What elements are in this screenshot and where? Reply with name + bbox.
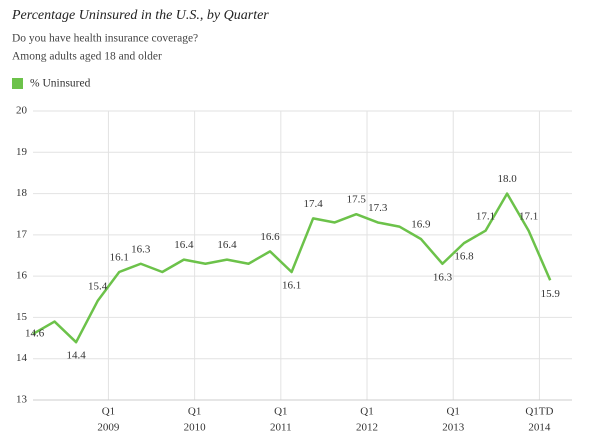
- data-label: 16.4: [217, 239, 237, 251]
- x-tick-label: 2010: [184, 422, 207, 434]
- y-tick-label: 19: [16, 146, 28, 158]
- data-label: 17.4: [304, 198, 324, 210]
- y-tick-label: 14: [16, 352, 28, 364]
- x-tick-label: Q1TD: [525, 406, 553, 418]
- data-label: 16.3: [433, 271, 453, 283]
- x-tick-label: 2013: [442, 422, 465, 434]
- x-tick-label: Q1: [102, 406, 115, 418]
- x-tick-label: Q1: [274, 406, 287, 418]
- y-tick-label: 17: [16, 228, 28, 240]
- x-tick-label: Q1: [188, 406, 201, 418]
- data-label: 15.9: [541, 288, 561, 300]
- data-label: 17.5: [347, 194, 367, 206]
- data-label: 16.4: [174, 239, 194, 251]
- y-tick-label: 18: [16, 187, 28, 199]
- data-label: 14.6: [25, 327, 45, 339]
- data-label: 17.1: [519, 210, 538, 222]
- subtitle: Do you have health insurance coverage?: [12, 33, 198, 45]
- data-label: 16.3: [131, 243, 151, 255]
- data-label: 16.1: [282, 280, 301, 292]
- x-tick-label: 2011: [270, 422, 292, 434]
- data-label: 16.9: [411, 219, 431, 231]
- x-tick-label: Q1: [446, 406, 459, 418]
- data-label: 18.0: [497, 173, 517, 185]
- data-label: 16.1: [110, 252, 129, 264]
- y-tick-label: 16: [16, 270, 28, 282]
- chart-title: Percentage Uninsured in the U.S., by Qua…: [11, 8, 269, 23]
- legend-swatch: [12, 78, 23, 89]
- y-tick-label: 15: [16, 311, 28, 323]
- data-label: 17.1: [476, 210, 495, 222]
- line: [32, 192, 552, 344]
- data-label: 15.4: [88, 280, 108, 292]
- y-tick-label: 20: [16, 105, 28, 117]
- data-label: 14.4: [66, 350, 86, 362]
- data-label: 16.6: [260, 231, 280, 243]
- x-tick-label: 2009: [97, 422, 120, 434]
- data-label: 17.3: [368, 202, 388, 214]
- data-label: 16.8: [454, 251, 474, 263]
- note: Among adults aged 18 and older: [12, 51, 162, 63]
- x-tick-label: 2012: [356, 422, 378, 434]
- y-tick-label: 13: [16, 394, 28, 406]
- legend-label: % Uninsured: [30, 78, 91, 90]
- x-tick-label: Q1: [360, 406, 373, 418]
- x-tick-label: 2014: [528, 422, 551, 434]
